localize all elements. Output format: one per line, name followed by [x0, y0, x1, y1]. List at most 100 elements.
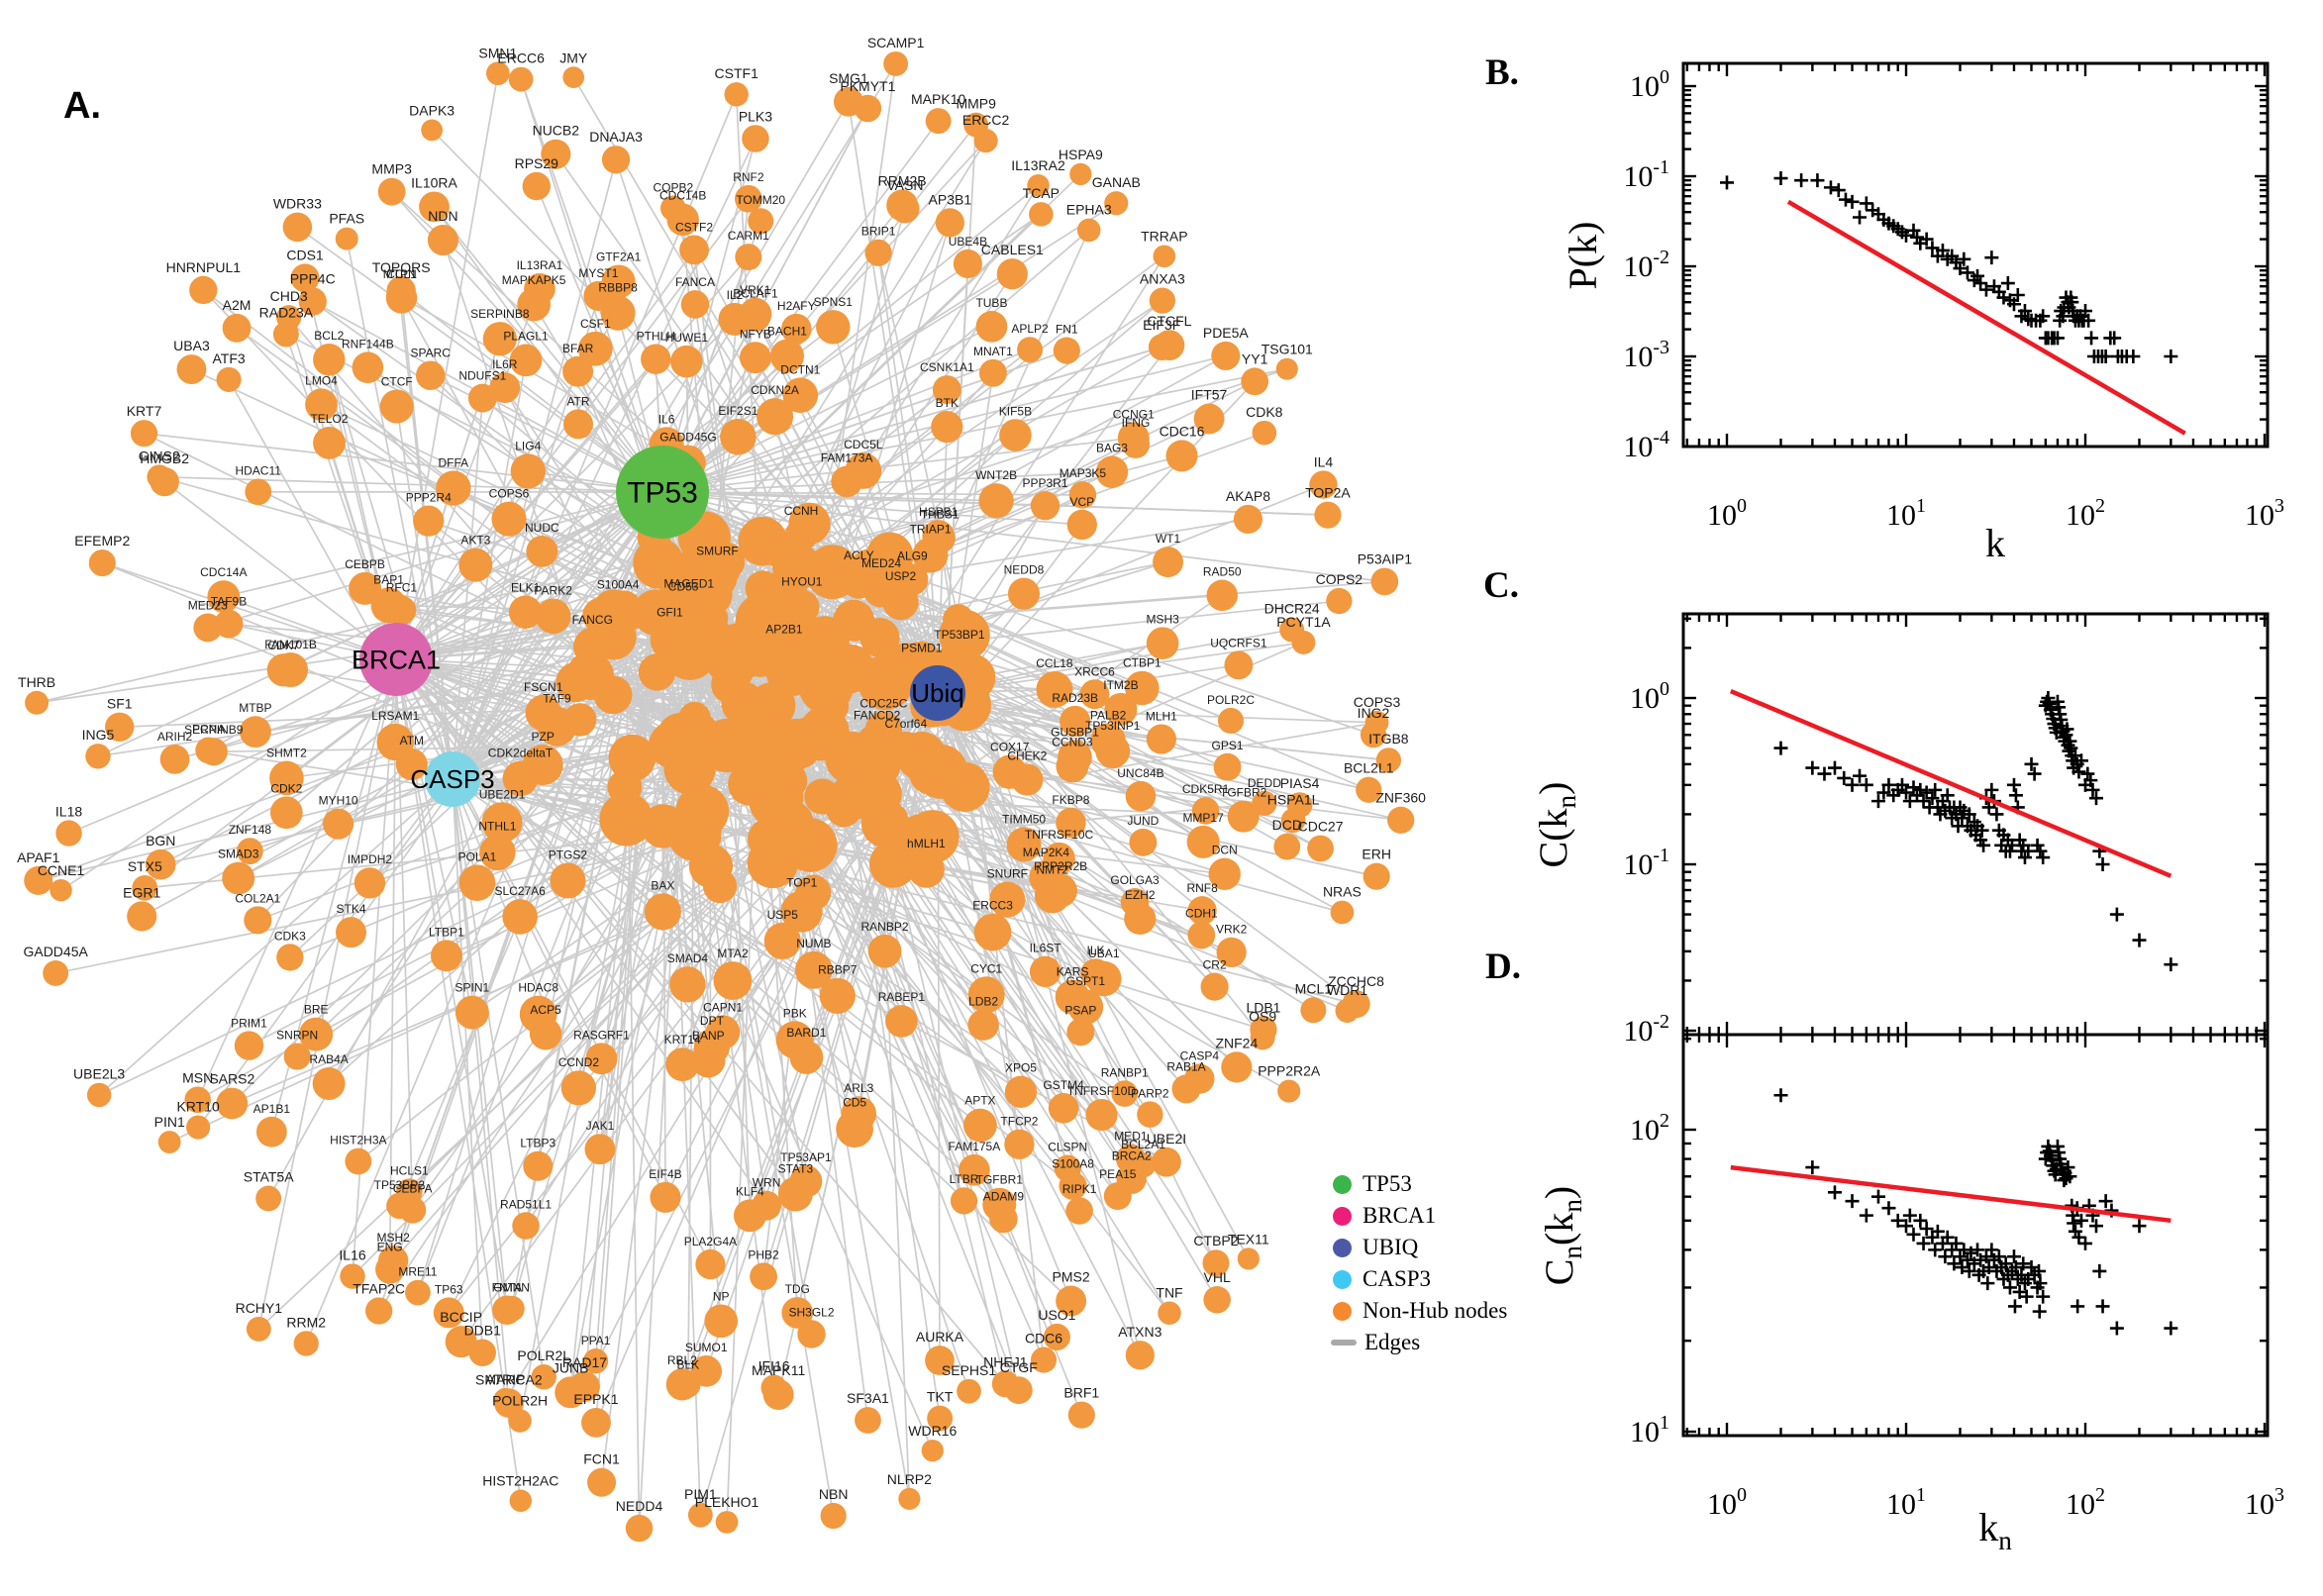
network-node-label: CDK2deltaT	[488, 747, 554, 760]
network-node	[757, 398, 794, 436]
network-node	[419, 191, 450, 223]
network-node-label: FKBP8	[1052, 793, 1089, 807]
data-point	[2033, 1276, 2048, 1291]
legend: TP53 BRCA1 UBIQ CASP3 Non-Hub nodes Edges	[1331, 1168, 1630, 1358]
network-edge	[878, 792, 911, 1500]
network-node	[1006, 827, 1042, 862]
data-point	[1984, 782, 1999, 797]
network-node-label: MNAT1	[973, 345, 1013, 358]
legend-item-label: TP53	[1363, 1171, 1412, 1196]
network-node-label: BAX	[651, 878, 674, 892]
data-point	[1773, 1088, 1788, 1103]
network-node	[313, 427, 346, 459]
network-node	[1043, 1323, 1070, 1351]
network-node-label: RIPK1	[1062, 1182, 1097, 1196]
network-node	[1095, 455, 1129, 488]
network-node-label: PSMD1	[901, 642, 943, 655]
network-node	[864, 239, 892, 266]
network-node-label: BARD1	[786, 1026, 826, 1040]
network-node	[255, 1185, 282, 1212]
network-node	[421, 119, 444, 142]
network-node	[841, 563, 877, 599]
network-node	[886, 189, 919, 222]
network-node	[720, 418, 757, 455]
network-node	[1104, 191, 1129, 216]
network-node-label: ARIH2	[157, 730, 193, 744]
data-point	[1970, 1243, 1985, 1257]
network-edge	[296, 226, 663, 493]
network-node	[130, 420, 158, 448]
network-node	[742, 125, 769, 152]
data-point	[2008, 1260, 2023, 1275]
network-node	[491, 501, 527, 537]
network-node-label: CYC1	[970, 961, 1002, 975]
network-node-label: FCN1	[583, 1451, 620, 1467]
data-point	[1845, 777, 1860, 792]
network-node	[512, 1212, 540, 1240]
network-node-label: RABEP1	[878, 990, 926, 1004]
network-edge	[661, 491, 1084, 496]
data-point	[1964, 1246, 1978, 1260]
network-node	[88, 549, 116, 577]
network-node	[711, 665, 750, 704]
network-node-label: UNC84B	[1117, 766, 1163, 780]
network-node-label: AURKA	[916, 1329, 964, 1345]
network-node	[132, 874, 158, 901]
network-node-label: EZH2	[1125, 888, 1156, 902]
data-point	[1947, 1256, 1962, 1271]
network-node-label: TELO2	[310, 412, 348, 426]
legend-color-dot	[1333, 1174, 1352, 1194]
data-point	[2050, 331, 2065, 346]
axis-tick-label: 10-2	[1623, 1011, 1669, 1047]
network-node-label: WT1	[1156, 532, 1181, 546]
network-node-label: HSPA1L	[1267, 791, 1320, 807]
network-node	[86, 1082, 112, 1108]
network-node	[560, 1070, 596, 1106]
network-node	[1206, 579, 1238, 612]
network-node-label: IFNG	[1122, 416, 1151, 430]
network-node-label: OS9	[1249, 1008, 1276, 1024]
data-point	[1890, 1213, 1905, 1228]
network-node	[562, 66, 585, 88]
network-node-label: SH3GL2	[788, 1305, 834, 1319]
network-node	[1137, 1101, 1163, 1128]
network-node	[935, 208, 964, 238]
network-node	[25, 690, 50, 715]
network-node-label: BCL2	[314, 329, 344, 343]
axis-tick-label: 103	[2245, 1484, 2284, 1521]
network-edge	[256, 491, 663, 922]
network-node-label: HSPB1	[919, 505, 959, 519]
network-node-label: ACLY	[844, 549, 873, 562]
network-node-label: PZP	[531, 730, 554, 744]
network-node-label: CTCF	[381, 375, 413, 389]
network-node-label: BANP	[692, 1029, 725, 1043]
network-node	[599, 592, 637, 630]
network-edge	[395, 72, 499, 660]
network-node-label: H2AFY	[777, 299, 816, 313]
network-node-label: PBK	[783, 1006, 807, 1020]
data-point	[2073, 753, 2088, 768]
network-edge	[789, 823, 911, 1500]
network-node-label: TNFRSF10C	[1025, 828, 1094, 842]
network-node-label: PPA1	[581, 1334, 611, 1347]
data-point	[1919, 1222, 1934, 1237]
network-node	[563, 409, 594, 440]
network-hubs: TP53 BRCA1 Ubiq CASP3	[352, 446, 965, 807]
network-node-label: APTX	[964, 1094, 995, 1108]
data-point	[1913, 782, 1928, 797]
network-node-label: PTHLH	[637, 330, 675, 344]
network-node	[468, 1339, 496, 1367]
network-node	[1079, 679, 1110, 710]
network-node	[216, 366, 242, 392]
network-edge	[452, 550, 544, 780]
network-node	[1221, 1051, 1253, 1083]
network-node	[1149, 287, 1176, 314]
network-node	[747, 837, 798, 889]
data-point	[1773, 171, 1788, 186]
network-node-label: AKAP8	[1226, 488, 1270, 504]
network-node	[1120, 888, 1150, 917]
network-node	[794, 950, 833, 989]
network-node-label: CDC16	[1160, 423, 1205, 439]
network-node	[1056, 1285, 1087, 1317]
